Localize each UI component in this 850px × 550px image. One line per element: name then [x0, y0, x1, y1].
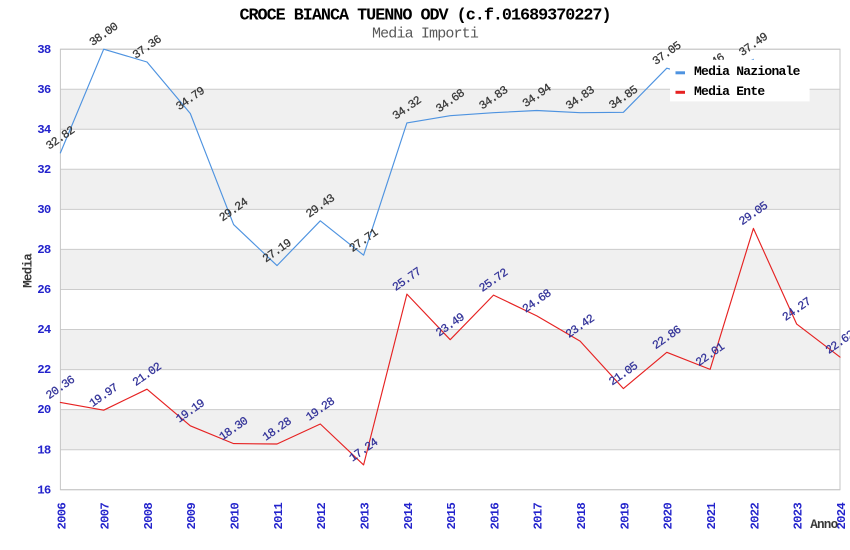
svg-text:Media Ente: Media Ente: [694, 84, 765, 99]
svg-text:Media Nazionale: Media Nazionale: [694, 64, 801, 79]
svg-text:2012: 2012: [315, 503, 329, 530]
svg-text:2024: 2024: [835, 502, 849, 530]
svg-text:2018: 2018: [575, 503, 589, 530]
svg-text:2016: 2016: [488, 503, 502, 530]
svg-text:22: 22: [37, 363, 51, 377]
svg-text:2022: 2022: [748, 503, 762, 530]
svg-text:2020: 2020: [662, 503, 676, 530]
svg-text:2014: 2014: [402, 502, 416, 530]
svg-text:2009: 2009: [185, 503, 199, 530]
svg-text:CROCE BIANCA TUENNO ODV (c.f.0: CROCE BIANCA TUENNO ODV (c.f.01689370227…: [239, 7, 610, 26]
svg-text:28: 28: [37, 243, 51, 257]
svg-text:36: 36: [37, 83, 51, 97]
svg-text:24: 24: [37, 323, 52, 337]
svg-text:2013: 2013: [359, 503, 373, 530]
svg-text:2008: 2008: [142, 503, 156, 530]
svg-text:30: 30: [37, 203, 51, 217]
svg-text:38: 38: [37, 43, 51, 57]
svg-text:Media: Media: [22, 253, 36, 288]
svg-text:Media Importi: Media Importi: [372, 26, 479, 43]
svg-text:2011: 2011: [272, 503, 286, 530]
svg-text:2015: 2015: [445, 503, 459, 530]
svg-text:2023: 2023: [792, 503, 806, 530]
svg-text:26: 26: [37, 283, 51, 297]
svg-text:34: 34: [37, 123, 52, 137]
svg-text:20: 20: [37, 403, 51, 417]
svg-text:2006: 2006: [55, 503, 69, 530]
svg-text:2010: 2010: [229, 503, 243, 530]
svg-text:Anno: Anno: [810, 518, 837, 532]
svg-text:2017: 2017: [532, 503, 546, 530]
svg-text:2021: 2021: [705, 503, 719, 530]
svg-text:32: 32: [37, 163, 51, 177]
svg-text:2019: 2019: [618, 503, 632, 530]
svg-text:18: 18: [37, 443, 51, 457]
svg-text:2007: 2007: [99, 503, 113, 530]
svg-text:16: 16: [37, 483, 51, 497]
